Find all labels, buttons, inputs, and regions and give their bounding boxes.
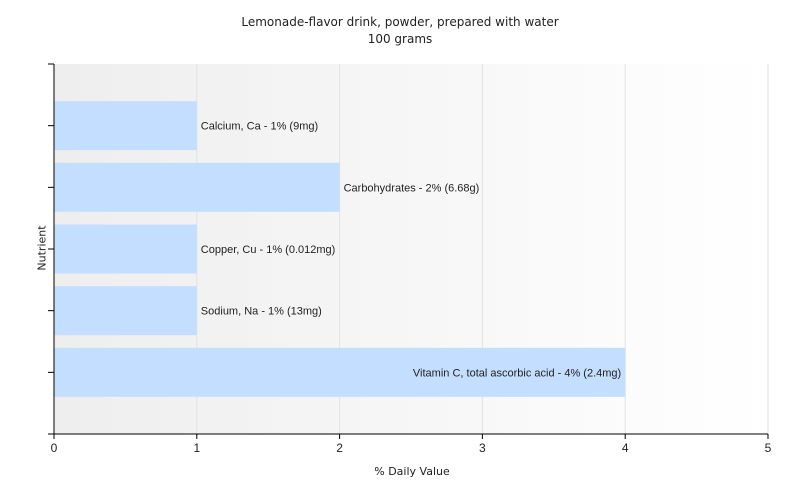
bar-label: Sodium, Na - 1% (13mg): [201, 306, 322, 318]
bars: [54, 101, 626, 397]
bar-label: Carbohydrates - 2% (6.68g): [344, 182, 480, 194]
bar: [54, 347, 626, 397]
x-tick-label: 5: [765, 441, 772, 455]
bar: [54, 162, 340, 212]
x-tick-labels: 0 1 2 3 4 5: [51, 434, 772, 455]
chart-subtitle: 100 grams: [367, 32, 433, 46]
bar-label: Calcium, Ca - 1% (9mg): [201, 121, 318, 133]
x-tick-label: 4: [622, 441, 629, 455]
bar-labels: Calcium, Ca - 1% (9mg) Carbohydrates - 2%…: [201, 121, 621, 380]
x-tick-label: 0: [51, 441, 58, 455]
x-tick-label: 2: [336, 441, 343, 455]
bar: [54, 224, 197, 274]
bar-label: Copper, Cu - 1% (0.012mg): [201, 244, 336, 256]
y-axis-title: Nutrient: [35, 225, 49, 271]
chart-title: Lemonade-flavor drink, powder, prepared …: [241, 15, 559, 29]
bar-label: Vitamin C, total ascorbic acid - 4% (2.4…: [413, 367, 621, 379]
x-tick-label: 1: [193, 441, 200, 455]
bar: [54, 286, 197, 336]
x-tick-label: 3: [479, 441, 486, 455]
bar: [54, 101, 197, 151]
axes: [48, 63, 768, 435]
x-axis-title: % Daily Value: [374, 465, 450, 478]
